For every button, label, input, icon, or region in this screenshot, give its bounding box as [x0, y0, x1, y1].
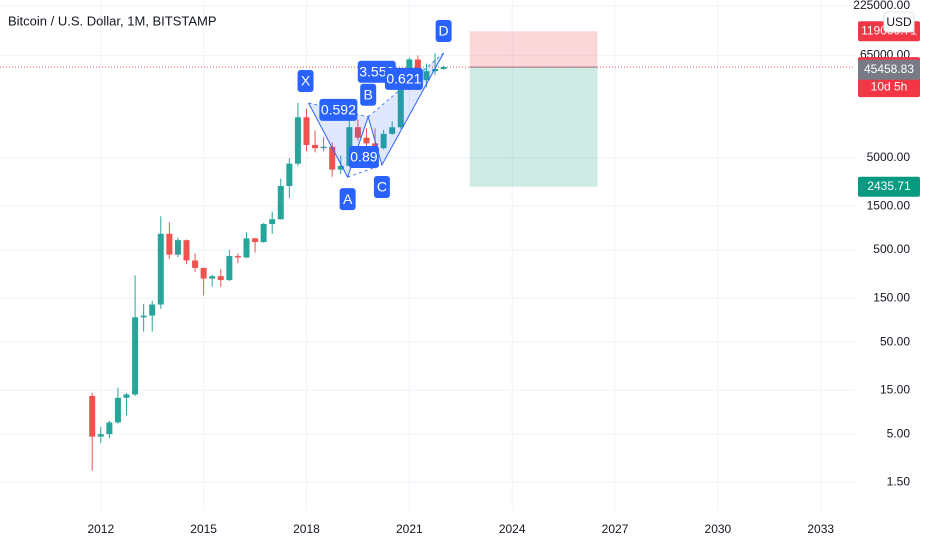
pattern-triangle: [368, 53, 444, 165]
pattern-point-label: A: [343, 191, 353, 207]
x-tick-label: 2027: [602, 522, 629, 536]
pattern-point-label-box: [297, 69, 314, 92]
candle-body: [132, 317, 139, 395]
candle-body: [363, 137, 370, 144]
candle-body: [372, 143, 379, 149]
pattern-point-label: C: [377, 179, 387, 195]
pattern-point-label: D: [439, 23, 449, 39]
x-tick-label: 2024: [499, 522, 526, 536]
pattern-point-label: X: [301, 73, 311, 89]
y-tick-label: 225000.00: [853, 0, 910, 12]
candle-body: [346, 127, 353, 166]
currency: USD: [886, 15, 912, 29]
candle-body: [149, 304, 156, 316]
pattern-ratio-box: [348, 145, 379, 168]
y-tick-label: 5000.00: [867, 150, 911, 164]
price-tag-box: [858, 176, 920, 197]
pattern-point-label-box: [373, 175, 390, 198]
candle-body: [200, 267, 207, 279]
x-axis-bg: [0, 510, 932, 550]
y-tick-label: 150.00: [873, 290, 910, 304]
candle-body: [209, 276, 216, 279]
candle-body: [329, 146, 336, 170]
candle-body: [97, 434, 104, 437]
candle-body: [440, 67, 447, 69]
pattern-point-label-box: [360, 83, 377, 106]
candle-body: [320, 146, 327, 149]
candle-body: [243, 238, 250, 258]
x-tick-label: 2018: [293, 522, 320, 536]
candle-body: [123, 394, 130, 398]
currency-box: [883, 11, 915, 33]
pattern-ratio-box: [384, 67, 423, 90]
candle-body: [269, 219, 276, 224]
candle-body: [294, 117, 301, 164]
candle-body: [140, 315, 147, 318]
candle-body: [423, 71, 430, 81]
candle-body: [397, 87, 404, 128]
y-tick-label: 5.00: [887, 426, 911, 440]
candle-body: [174, 240, 181, 255]
pattern-ratio: 0.89: [350, 149, 377, 165]
candle-body: [166, 233, 173, 255]
target-zone: [469, 67, 598, 187]
y-tick-label: 1500.00: [867, 198, 911, 212]
x-tick-label: 2030: [705, 522, 732, 536]
candle-body: [157, 233, 164, 305]
candle-body: [106, 422, 113, 435]
candle-body: [217, 276, 224, 281]
countdown: 10d 5h: [871, 79, 908, 93]
candle-body: [354, 127, 361, 138]
candle-body: [432, 68, 439, 72]
chart-title: Bitcoin / U.S. Dollar, 1M, BITSTAMP: [8, 13, 217, 28]
pattern-point-label-box: [339, 188, 356, 211]
candle-body: [277, 186, 284, 220]
candle-body: [312, 144, 319, 149]
price-tag-box: [858, 59, 920, 80]
candle-body: [286, 163, 293, 187]
price-tag: 2435.71: [867, 179, 911, 193]
stop-zone: [469, 31, 598, 68]
candle-body: [252, 238, 259, 243]
candle-body: [337, 165, 344, 170]
candle-body: [303, 117, 310, 145]
candle-body: [89, 395, 96, 437]
y-tick-label: 15.00: [880, 382, 910, 396]
pattern-point-label: B: [364, 87, 373, 103]
candle-body: [114, 397, 121, 423]
x-tick-label: 2021: [396, 522, 423, 536]
y-tick-label: 50.00: [880, 334, 910, 348]
y-tick-label: 1.50: [887, 474, 911, 488]
candle-body: [226, 256, 233, 281]
y-tick-label: 500.00: [873, 242, 910, 256]
candle-body: [183, 240, 190, 261]
price-tag: 45458.83: [864, 62, 914, 76]
x-tick-label: 2033: [807, 522, 834, 536]
candle-body: [192, 260, 199, 268]
candle-body: [234, 256, 241, 258]
candle-body: [260, 223, 267, 243]
candle-body: [380, 133, 387, 149]
pattern-ratio: 0.592: [321, 102, 356, 118]
x-tick-label: 2012: [87, 522, 114, 536]
pattern-point-label-box: [435, 20, 452, 43]
x-tick-label: 2015: [190, 522, 217, 536]
pattern-ratio-box: [319, 98, 358, 121]
pattern-ratio: 0.621: [386, 71, 421, 87]
candle-body: [389, 127, 396, 134]
